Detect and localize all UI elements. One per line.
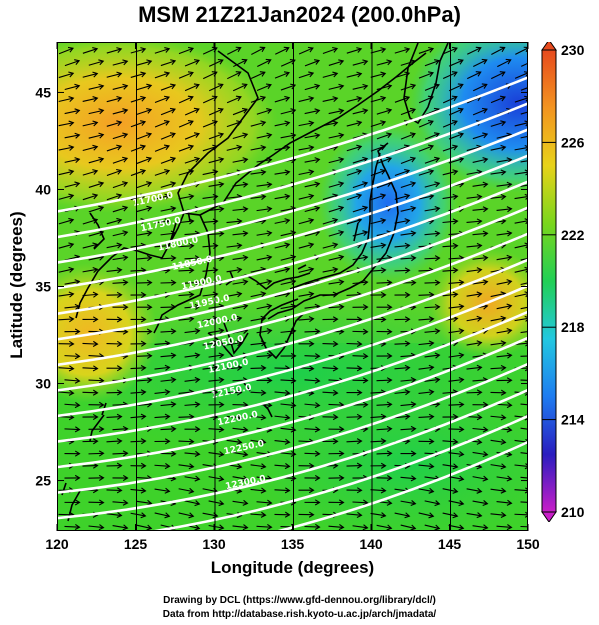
y-axis-ticks: 25 30 35 40 45 (35, 84, 528, 489)
x-tick-label: 120 (45, 536, 69, 552)
colorbar-tick-label: 214 (561, 412, 585, 428)
x-tick-label: 135 (281, 536, 305, 552)
colorbar-tick-label: 218 (561, 319, 585, 335)
x-tick-label: 130 (202, 536, 226, 552)
colorbar-tick-label: 230 (561, 42, 585, 58)
x-tick-label: 140 (359, 536, 383, 552)
colorbar-tick-label: 226 (561, 134, 585, 150)
grid-lines (136, 43, 451, 530)
x-axis-ticks: 120 125 130 135 140 145 150 (45, 42, 540, 552)
y-tick-label: 45 (35, 84, 51, 100)
y-tick-label: 40 (35, 181, 51, 197)
x-axis-label: Longitude (degrees) (210, 558, 375, 577)
x-tick-label: 150 (516, 536, 540, 552)
y-axis-label: Latitude (degrees) (7, 211, 26, 359)
y-tick-label: 30 (35, 376, 51, 392)
credit-drawing: Drawing by DCL (https://www.gfd-dennou.o… (163, 595, 436, 606)
colorbar-tick-label: 222 (561, 227, 585, 243)
credit-data: Data from http://database.rish.kyoto-u.a… (162, 609, 437, 620)
y-tick-label: 35 (35, 279, 51, 295)
map-plot-area: 11700.0 11750.0 11800.0 11850.0 11900.0 11950… (57, 42, 528, 531)
map-field: 11700.011750.011800.011850.011900.011950… (58, 43, 527, 530)
x-tick-label: 145 (438, 536, 462, 552)
colorbar-tick-label: 210 (561, 504, 585, 520)
map-title: MSM 21Z21Jan2024 (200.0hPa) (138, 2, 461, 27)
colorbar: 210 214 218 222 226 230 (541, 42, 585, 522)
y-tick-label: 25 (35, 473, 51, 489)
x-tick-label: 125 (124, 536, 148, 552)
